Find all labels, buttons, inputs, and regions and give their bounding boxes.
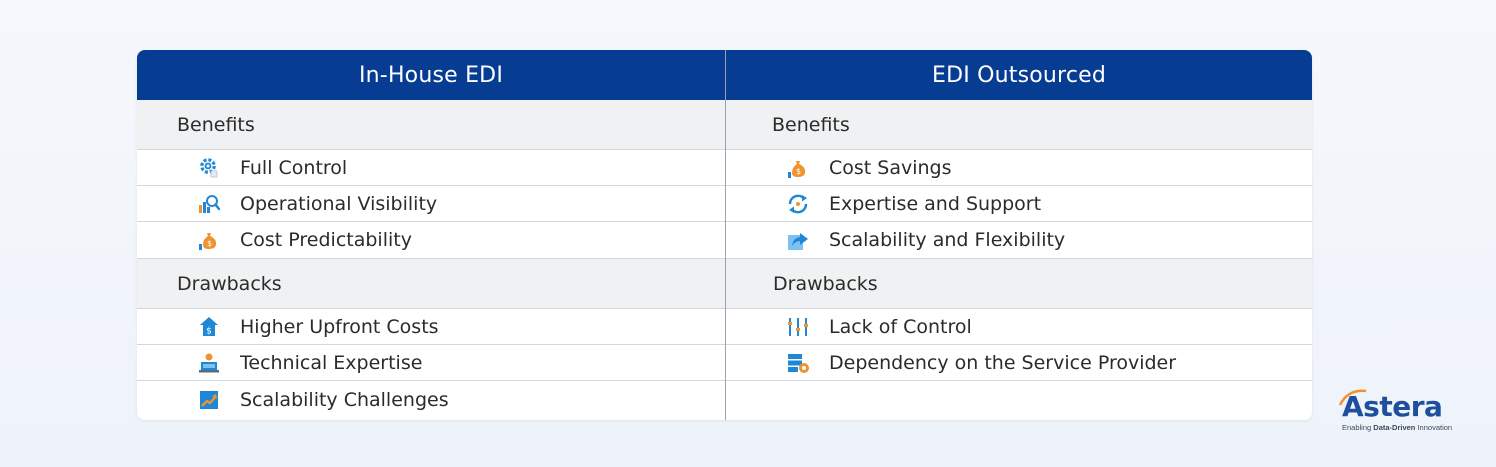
- section-drawbacks: Drawbacks: [137, 259, 725, 309]
- list-item-label: Scalability and Flexibility: [829, 229, 1066, 251]
- list-item-label: Technical Expertise: [240, 351, 423, 374]
- control-sliders-icon: [786, 315, 810, 339]
- refresh-support-icon: [786, 192, 810, 216]
- svg-text:$: $: [796, 167, 801, 176]
- list-item-technical-expertise: Technical Expertise: [137, 345, 725, 381]
- astera-logo: Astera Enabling Data-Driven Innovation: [1338, 389, 1467, 432]
- growth-arrow-icon: [197, 388, 221, 412]
- list-item-label: Cost Savings: [829, 156, 952, 179]
- logo-wordmark: Astera: [1338, 389, 1467, 423]
- money-bag-icon: $: [786, 156, 810, 180]
- list-item-label: Scalability Challenges: [240, 388, 449, 411]
- comparison-table: In-House EDI Benefits Full Control Opera…: [137, 50, 1312, 420]
- logo-swoosh-icon: [1338, 389, 1367, 406]
- svg-text:$: $: [207, 239, 212, 248]
- house-dollar-icon: $: [197, 315, 221, 339]
- list-item-label: Dependency on the Service Provider: [829, 351, 1177, 374]
- list-item-scalability-and-flexibility: Scalability and Flexibility: [726, 222, 1312, 259]
- list-item-cost-savings: $ Cost Savings: [726, 150, 1312, 186]
- gear-icon: [197, 156, 221, 180]
- list-item-label: Higher Upfront Costs: [240, 315, 439, 338]
- logo-name: Astera: [1342, 390, 1443, 423]
- column-header-in-house: In-House EDI: [137, 50, 725, 100]
- svg-text:$: $: [206, 326, 212, 336]
- logo-tagline: Enabling Data-Driven Innovation: [1342, 423, 1467, 432]
- money-bag-icon: $: [197, 228, 221, 252]
- list-item-cost-predictability: $ Cost Predictability: [137, 222, 725, 259]
- technician-icon: [197, 351, 221, 375]
- list-item-lack-of-control: Lack of Control: [726, 309, 1312, 345]
- list-item-dependency-on-service-provider: Dependency on the Service Provider: [726, 345, 1312, 381]
- tagline-prefix: Enabling: [1342, 423, 1374, 432]
- in-house-edi-column: In-House EDI Benefits Full Control Opera…: [137, 50, 725, 420]
- list-item-scalability-challenges: Scalability Challenges: [137, 381, 725, 418]
- empty-cell: [726, 381, 1312, 420]
- list-item-label: Operational Visibility: [240, 192, 438, 215]
- share-arrow-icon: [786, 228, 810, 252]
- chart-magnifier-icon: [197, 192, 221, 216]
- server-dependency-icon: [786, 351, 810, 375]
- list-item-full-control: Full Control: [137, 150, 725, 186]
- section-benefits: Benefits: [726, 100, 1312, 150]
- list-item-label: Full Control: [240, 156, 348, 179]
- edi-outsourced-column: EDI Outsourced Benefits $ Cost Savings E…: [725, 50, 1312, 420]
- list-item-label: Cost Predictability: [240, 229, 412, 251]
- list-item-label: Expertise and Support: [829, 192, 1042, 215]
- list-item-operational-visibility: Operational Visibility: [137, 186, 725, 222]
- tagline-bold: Data-Driven: [1373, 423, 1416, 432]
- list-item-higher-upfront-costs: $ Higher Upfront Costs: [137, 309, 725, 345]
- section-benefits: Benefits: [137, 100, 725, 150]
- tagline-suffix: Innovation: [1415, 423, 1453, 432]
- column-header-outsourced: EDI Outsourced: [726, 50, 1312, 100]
- list-item-expertise-and-support: Expertise and Support: [726, 186, 1312, 222]
- list-item-label: Lack of Control: [829, 315, 972, 338]
- section-drawbacks: Drawbacks: [726, 259, 1312, 309]
